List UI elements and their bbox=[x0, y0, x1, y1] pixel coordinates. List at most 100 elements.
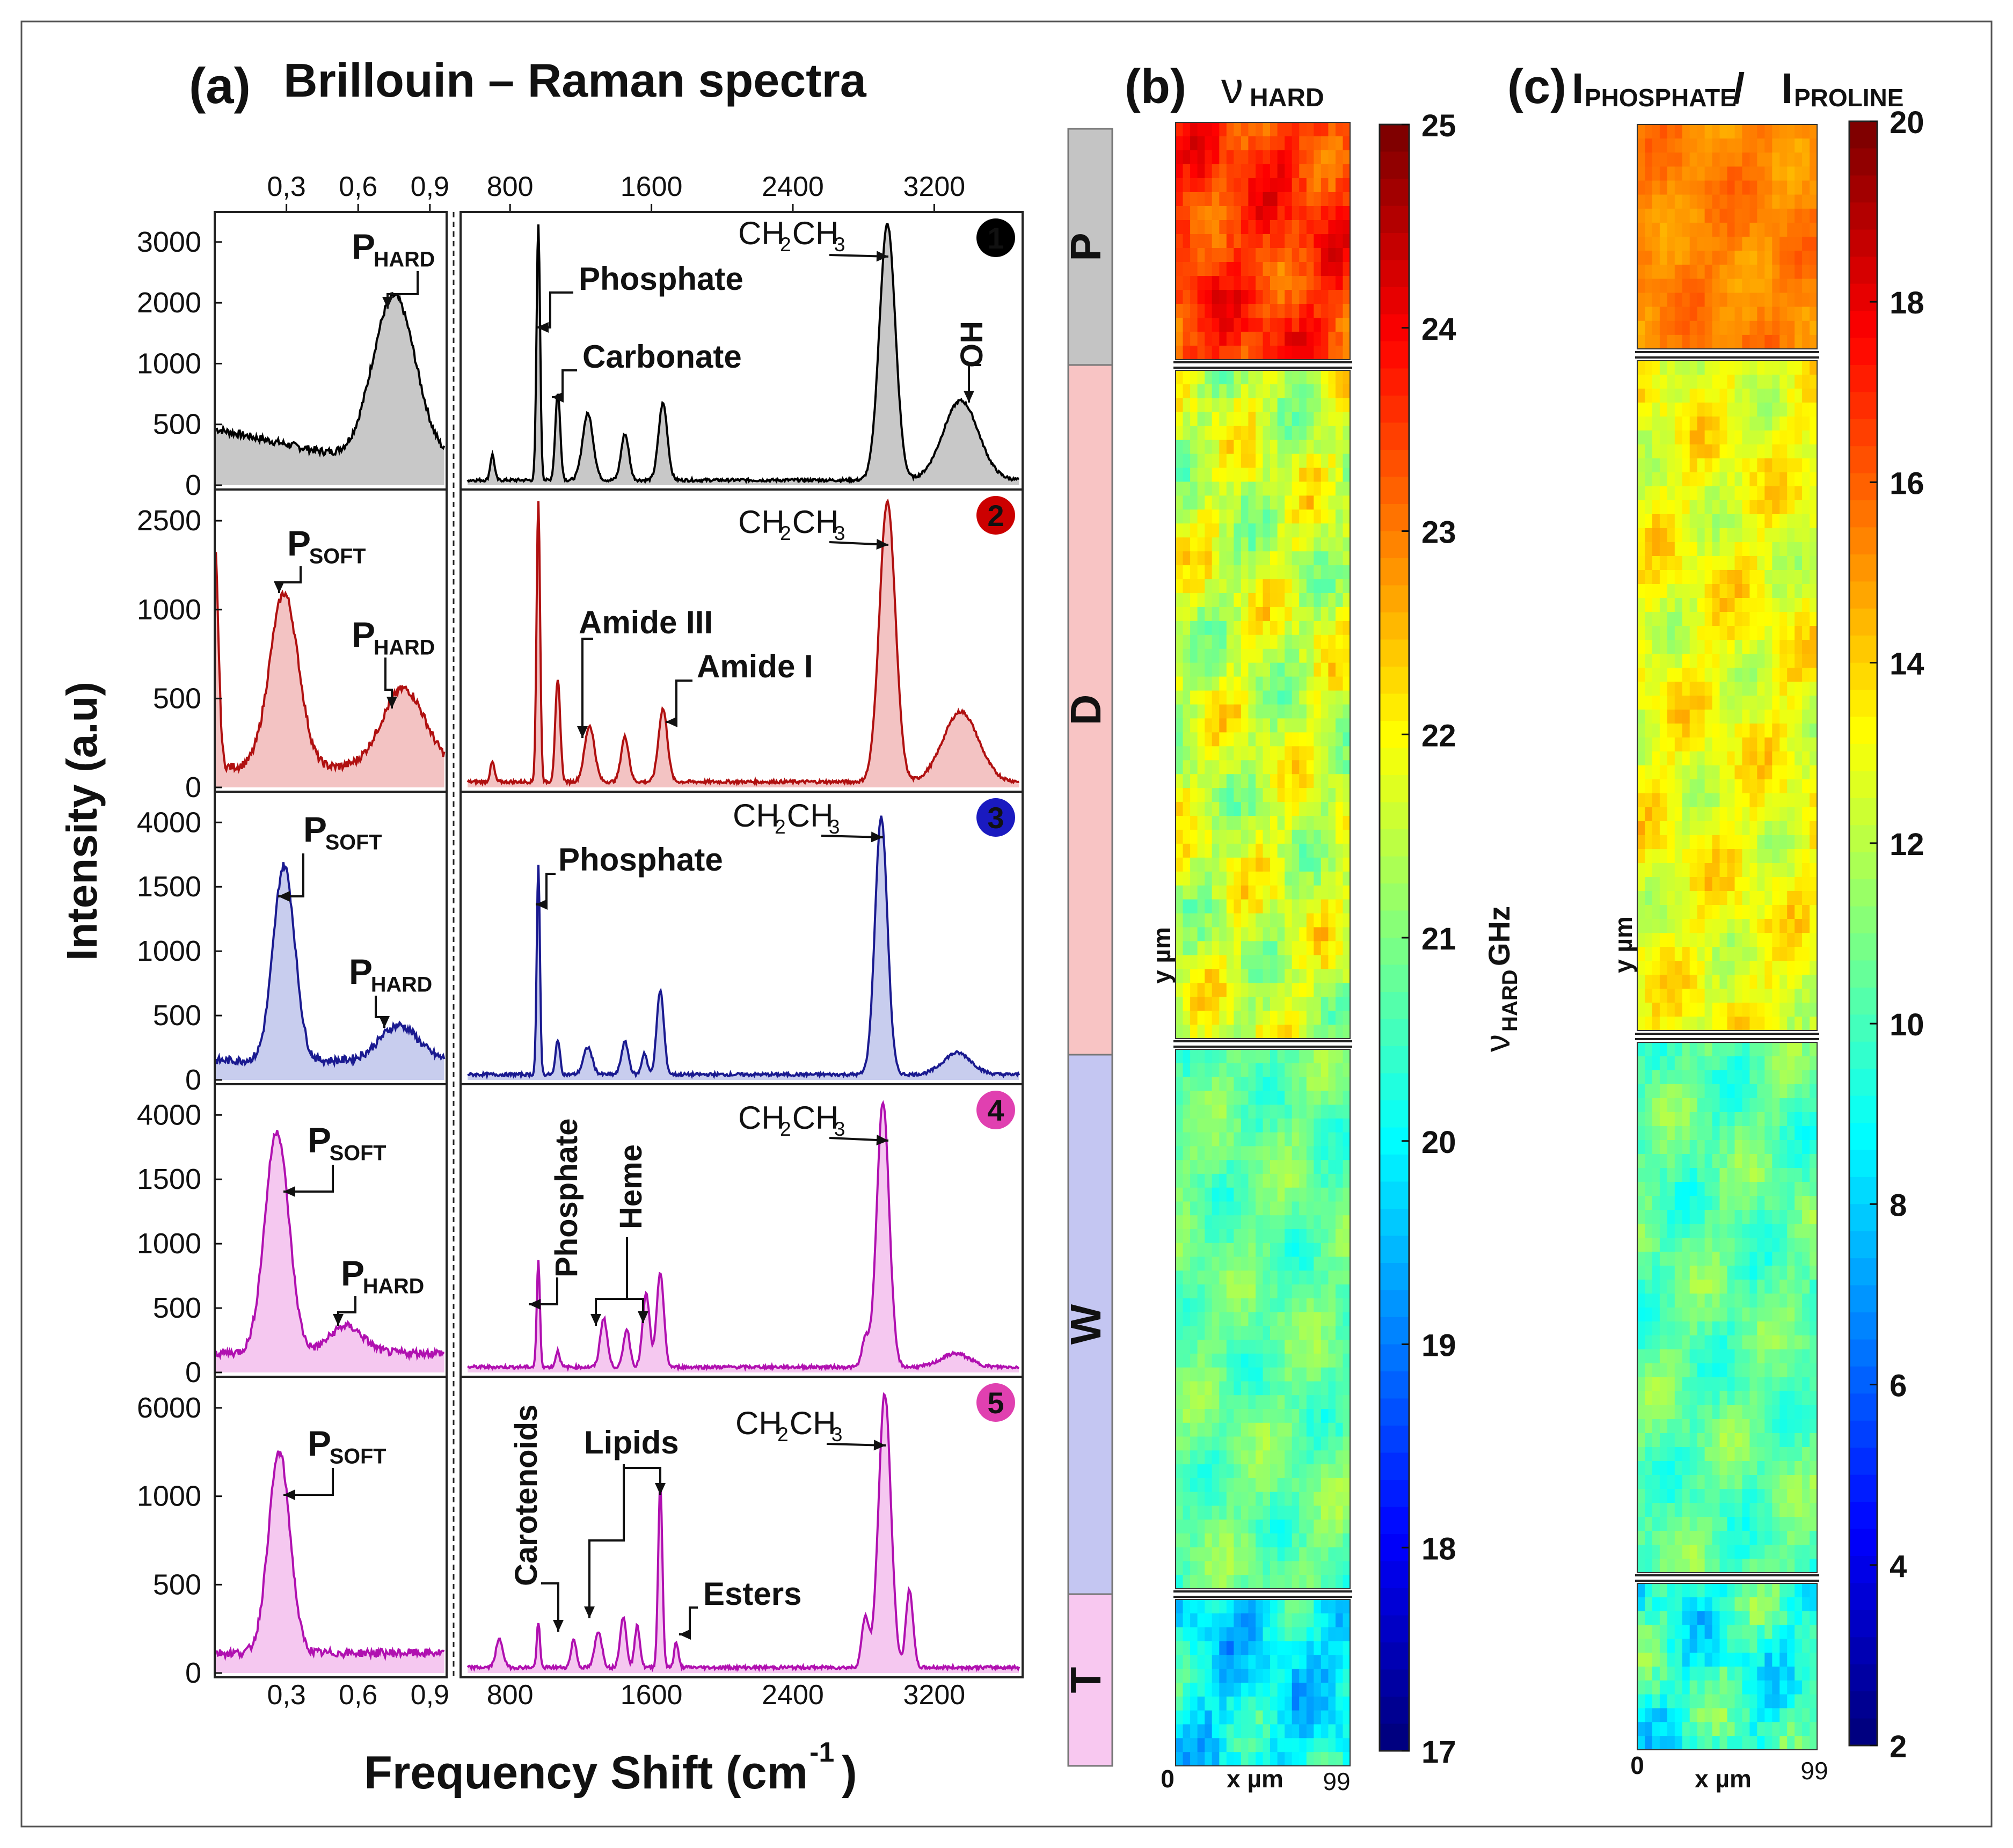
heatmap-cell bbox=[1712, 751, 1720, 766]
heatmap-cell bbox=[1637, 975, 1645, 989]
heatmap-cell bbox=[1205, 1575, 1213, 1589]
heatmap-cell bbox=[1749, 1154, 1758, 1168]
heatmap-cell bbox=[1277, 913, 1285, 928]
heatmap-cell bbox=[1652, 361, 1660, 375]
heatmap-cell bbox=[1256, 941, 1264, 956]
heatmap-cell bbox=[1727, 891, 1735, 905]
heatmap-cell bbox=[1248, 927, 1256, 942]
heatmap-cell bbox=[1292, 593, 1300, 608]
heatmap-cell bbox=[1263, 1298, 1271, 1313]
heatmap-cell bbox=[1645, 1126, 1653, 1141]
colorbar-step bbox=[1380, 585, 1409, 613]
heatmap-cell bbox=[1689, 458, 1698, 473]
heatmap-cell bbox=[1667, 265, 1675, 280]
heatmap-cell bbox=[1779, 584, 1788, 598]
heatmap-cell bbox=[1306, 440, 1315, 455]
heatmap-cell bbox=[1197, 871, 1205, 886]
heatmap-cell bbox=[1285, 579, 1293, 594]
heatmap-cell bbox=[1328, 1724, 1336, 1739]
heatmap-cell bbox=[1299, 509, 1307, 524]
heatmap-cell bbox=[1667, 152, 1675, 167]
heatmap-cell bbox=[1734, 598, 1743, 612]
heatmap-cell bbox=[1772, 598, 1781, 612]
heatmap-cell bbox=[1205, 941, 1213, 956]
heatmap-cell bbox=[1248, 1478, 1256, 1493]
heatmap-cell bbox=[1734, 528, 1743, 543]
heatmap-cell bbox=[1328, 509, 1336, 524]
heatmap-cell bbox=[1248, 816, 1256, 830]
heatmap-cell bbox=[1652, 710, 1660, 724]
heatmap-cell bbox=[1277, 718, 1285, 733]
heatmap-cell bbox=[1697, 403, 1705, 417]
heatmap-cell bbox=[1787, 1017, 1795, 1031]
heatmap-cell bbox=[1306, 412, 1315, 427]
heatmap-cell bbox=[1241, 1669, 1249, 1683]
heatmap-cell bbox=[1335, 206, 1344, 221]
heatmap-cell bbox=[1212, 1547, 1220, 1562]
heatmap-cell bbox=[1779, 403, 1788, 417]
heatmap-cell bbox=[1212, 1063, 1220, 1078]
heatmap-cell bbox=[1795, 1210, 1803, 1224]
heatmap-cell bbox=[1637, 528, 1645, 543]
heatmap-cell bbox=[1659, 265, 1668, 280]
heatmap-cell bbox=[1212, 1738, 1220, 1752]
heatmap-cell bbox=[1757, 375, 1766, 389]
heatmap-cell bbox=[1734, 1098, 1743, 1113]
heatmap-cell bbox=[1270, 1464, 1278, 1479]
heatmap-cell bbox=[1795, 293, 1803, 308]
heatmap-cell bbox=[1212, 788, 1220, 802]
heatmap-cell bbox=[1256, 1520, 1264, 1534]
heatmap-cell bbox=[1306, 136, 1315, 151]
heatmap-cell bbox=[1712, 682, 1720, 696]
y-tick-label: 0 bbox=[185, 771, 201, 804]
heatmap-cell bbox=[1285, 164, 1293, 179]
heatmap-cell bbox=[1234, 304, 1242, 318]
heatmap-cell bbox=[1335, 1077, 1344, 1092]
heatmap-cell bbox=[1285, 1492, 1293, 1507]
heatmap-cell bbox=[1704, 612, 1713, 626]
heatmap-cell bbox=[1292, 1173, 1300, 1188]
colorbar-step bbox=[1380, 341, 1409, 369]
heatmap-cell bbox=[1270, 1312, 1278, 1327]
heatmap-cell bbox=[1697, 835, 1705, 850]
heatmap-cell bbox=[1772, 444, 1781, 459]
heatmap-cell bbox=[1712, 863, 1720, 878]
heatmap-cell bbox=[1183, 1105, 1191, 1119]
heatmap-cell bbox=[1292, 290, 1300, 304]
heatmap-cell bbox=[1248, 454, 1256, 469]
heatmap-cell bbox=[1674, 1168, 1683, 1182]
heatmap-cell bbox=[1197, 1669, 1205, 1683]
heatmap-cell bbox=[1205, 1367, 1213, 1382]
heatmap-cell bbox=[1256, 1627, 1264, 1642]
heatmap-cell bbox=[1183, 276, 1191, 290]
heatmap-cell bbox=[1704, 265, 1713, 280]
heatmap-cell bbox=[1219, 885, 1227, 900]
heatmap-cell bbox=[1248, 440, 1256, 455]
heatmap-cell bbox=[1335, 802, 1344, 816]
heatmap-cell bbox=[1682, 166, 1690, 181]
heatmap-cell bbox=[1277, 1575, 1285, 1589]
heatmap-cell bbox=[1667, 251, 1675, 265]
heatmap-cell bbox=[1176, 802, 1184, 816]
heatmap-cell bbox=[1219, 551, 1227, 566]
heatmap-cell bbox=[1335, 1284, 1344, 1299]
heatmap-cell bbox=[1285, 384, 1293, 399]
heatmap-cell bbox=[1795, 751, 1803, 766]
heatmap-cell bbox=[1704, 1017, 1713, 1031]
heatmap-cell bbox=[1645, 821, 1653, 836]
heatmap-cell bbox=[1637, 793, 1645, 808]
heatmap-cell bbox=[1802, 251, 1810, 265]
heatmap-cell bbox=[1742, 849, 1751, 864]
heatmap-cell bbox=[1343, 1173, 1351, 1188]
heatmap-cell bbox=[1652, 166, 1660, 181]
heatmap-cell bbox=[1652, 877, 1660, 892]
heatmap-cell bbox=[1659, 1126, 1668, 1141]
phosphate-label-4: Phosphate bbox=[549, 1119, 584, 1278]
heatmap-cell bbox=[1197, 1395, 1205, 1409]
heatmap-cell bbox=[1321, 1450, 1329, 1465]
heatmap-cell bbox=[1241, 1011, 1249, 1025]
heatmap-cell bbox=[1645, 1196, 1653, 1210]
heatmap-cell bbox=[1749, 570, 1758, 585]
heatmap-cell bbox=[1277, 192, 1285, 207]
heatmap-cell bbox=[1212, 1696, 1220, 1711]
